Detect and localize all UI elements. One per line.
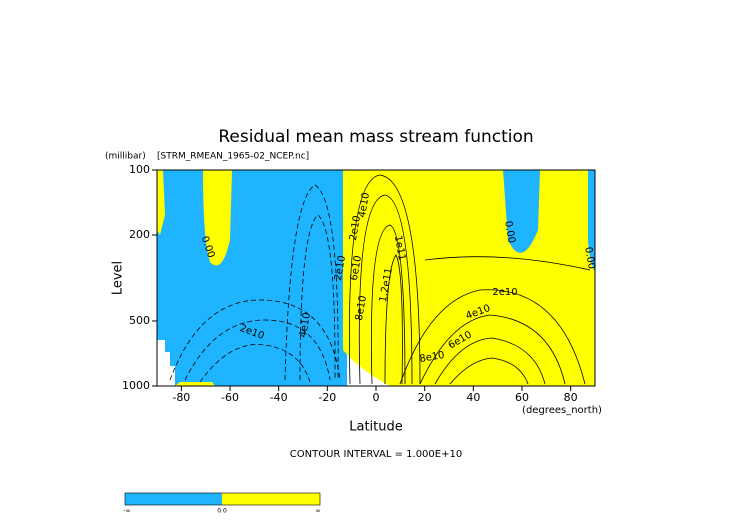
positive-region	[175, 382, 215, 386]
contour-lines	[169, 174, 591, 385]
x-tick-label: 0	[373, 391, 380, 404]
x-tick-label: -20	[318, 391, 336, 404]
x-tick-label: -60	[221, 391, 239, 404]
x-tick-label: 20	[418, 391, 432, 404]
contour-line	[384, 254, 403, 385]
y-tick-label: 1000	[122, 379, 150, 392]
contour-label: 8e10	[419, 350, 446, 365]
x-axis-label: Latitude	[349, 420, 403, 435]
x-unit: (degrees_north)	[522, 405, 602, 416]
contour-line	[424, 256, 591, 271]
contour-line	[184, 319, 331, 381]
subtitle: [STRM_RMEAN_1965-02_NCEP.nc]	[157, 152, 309, 162]
contour-line	[199, 344, 311, 383]
colorbar-negative	[125, 493, 222, 505]
contour-label: 2e10	[333, 255, 348, 282]
contour-label: 0.00	[582, 246, 597, 270]
colorbar-label: 0.0	[217, 508, 227, 515]
contour-line	[370, 224, 406, 385]
x-tick-label: 60	[515, 391, 529, 404]
contour-line	[434, 337, 546, 385]
x-tick-label: 40	[466, 391, 480, 404]
y-tick-label: 100	[129, 163, 150, 176]
positive-region	[203, 170, 232, 266]
contour-label: 1e11	[392, 235, 407, 262]
contour-line	[449, 357, 529, 385]
y-tick-label: 200	[129, 228, 150, 241]
contour-label: 4e10	[298, 312, 313, 339]
colorbar-label: ∞	[316, 508, 321, 515]
negative-region	[157, 170, 347, 386]
colorbar-frame	[124, 492, 321, 506]
y-axis-label: Level	[111, 261, 126, 295]
positive-region	[343, 170, 595, 386]
filled-regions	[157, 170, 595, 386]
colorbar-label: -∞	[123, 508, 130, 515]
contour-line	[169, 299, 341, 381]
y-unit: (millibar)	[105, 152, 146, 162]
blank-region	[157, 340, 175, 386]
colorbar-positive	[222, 493, 320, 505]
contour-line	[399, 289, 586, 385]
x-tick-label: -40	[270, 391, 288, 404]
x-tick-label: -80	[172, 391, 190, 404]
contour-label: 0.00	[502, 220, 517, 244]
chart-title: Residual mean mass stream function	[218, 127, 533, 147]
footnote: CONTOUR INTERVAL = 1.000E+10	[290, 449, 462, 460]
y-tick-label: 500	[129, 314, 150, 327]
negative-region	[503, 170, 540, 253]
contour-line	[358, 194, 413, 385]
negative-region	[588, 170, 595, 272]
contour-label: 4e10	[357, 192, 372, 219]
contour-line	[284, 184, 339, 381]
contour-label: 2e10	[348, 215, 363, 242]
contour-label: 8e10	[354, 295, 369, 322]
contour-line	[419, 314, 566, 385]
positive-region	[157, 170, 165, 235]
contour-label: 6e10	[349, 255, 364, 282]
contour-line	[348, 174, 421, 385]
contour-label: 2e10	[492, 287, 517, 298]
x-tick-label: 80	[564, 391, 578, 404]
